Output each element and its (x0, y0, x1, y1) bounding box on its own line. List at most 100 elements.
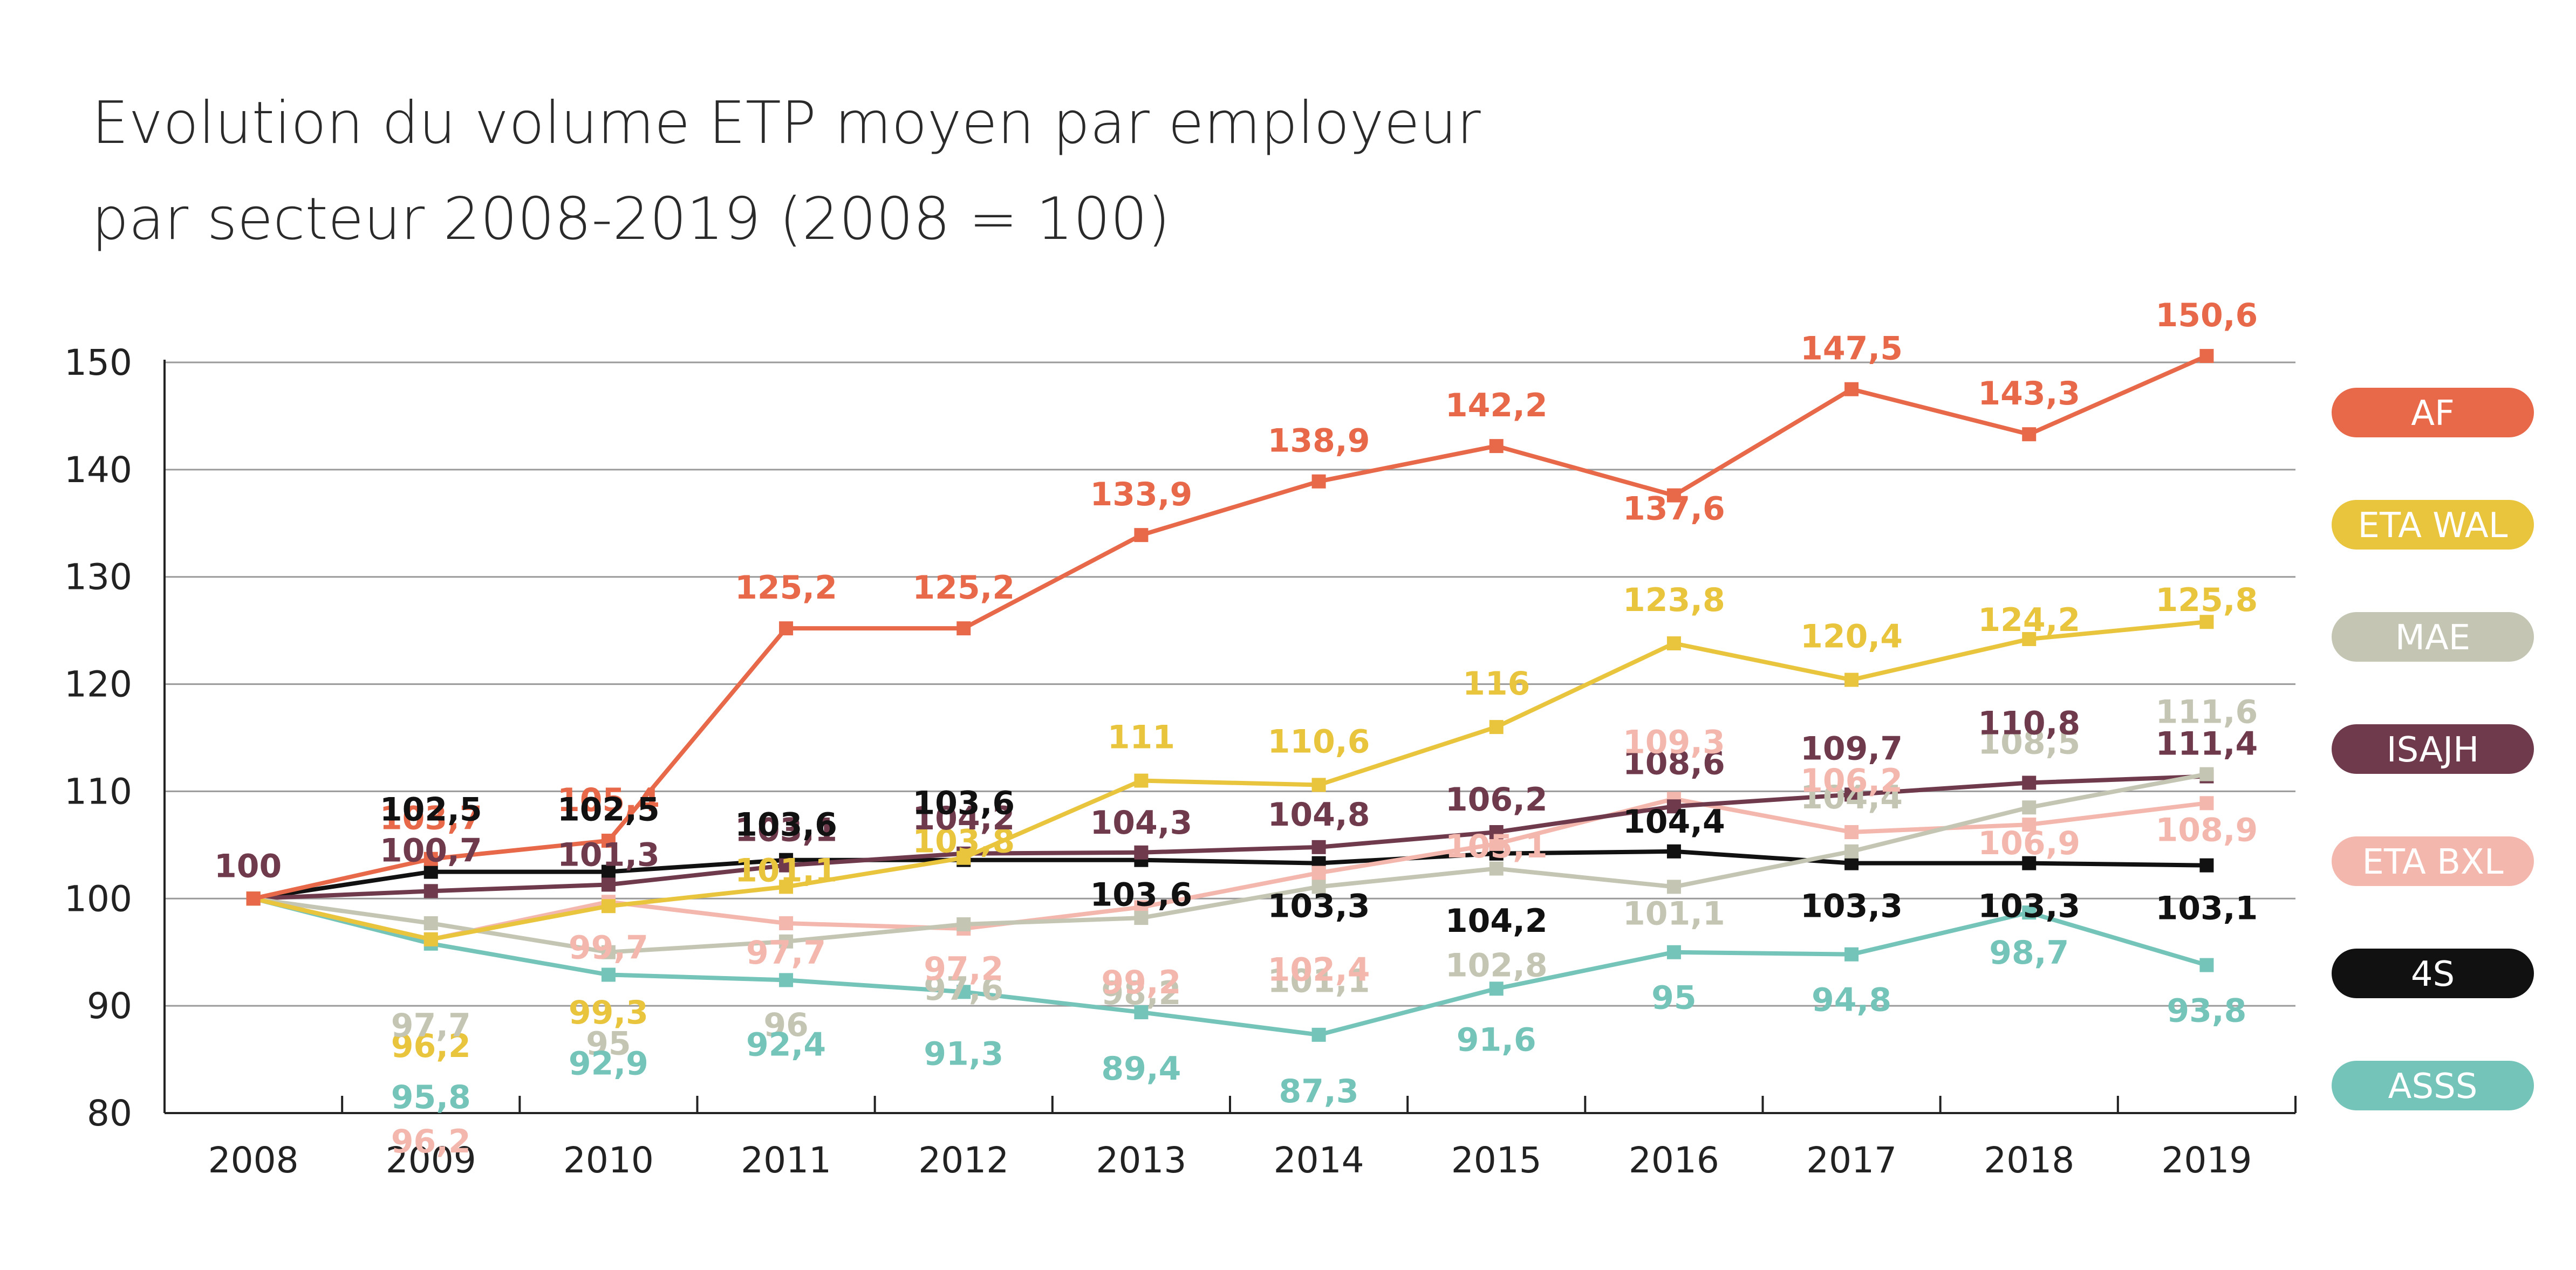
data-label: 100,7 (380, 832, 482, 869)
data-label: 95 (586, 1025, 631, 1063)
data-point (1489, 861, 1504, 876)
data-label: 94,8 (1812, 981, 1891, 1019)
y-tick-label: 100 (64, 878, 132, 919)
axes: 80 90 100 110 120 130 140 150 2008 2009 2010 2011 20… (64, 342, 2297, 1181)
data-label: 97,2 (924, 950, 1003, 988)
legend-label: 4S (2411, 955, 2455, 994)
data-label: 109,7 (1800, 730, 1903, 767)
start-label: 100 (214, 847, 282, 885)
data-label: 138,9 (1268, 422, 1370, 460)
data-label: 123,8 (1623, 581, 1725, 619)
data-label: 106,2 (1445, 781, 1548, 819)
data-label: 108,6 (1623, 744, 1725, 782)
data-point (1311, 840, 1326, 854)
legend-label: ETA WAL (2358, 506, 2508, 546)
data-point (601, 833, 616, 848)
data-point (2022, 905, 2037, 920)
data-point (1489, 836, 1504, 851)
data-point (1666, 945, 1681, 959)
data-label: 95 (1651, 979, 1697, 1017)
data-point (601, 864, 616, 879)
data-label: 103,6 (912, 785, 1015, 822)
data-point (1134, 845, 1149, 860)
data-label: 87,3 (1279, 1073, 1359, 1110)
data-label: 105,4 (557, 781, 660, 819)
data-label: 104,2 (912, 800, 1015, 837)
data-label: 103,7 (380, 800, 482, 837)
data-point (601, 967, 616, 982)
data-point (1666, 880, 1681, 894)
x-tick-label-2009: 2009 (386, 1139, 476, 1181)
data-label: 133,9 (1090, 476, 1193, 513)
legend-label: ISAJH (2387, 730, 2479, 770)
data-label: 102,8 (1445, 947, 1548, 985)
data-point (2022, 818, 2037, 832)
data-point (779, 916, 794, 931)
data-point (1844, 947, 1859, 962)
data-point (956, 917, 971, 932)
legend-swatch (2332, 1061, 2534, 1110)
x-tick-label-2011: 2011 (741, 1139, 831, 1181)
x-tick-label-2010: 2010 (563, 1139, 654, 1181)
data-point (779, 858, 794, 873)
chart-title-block: Evolution du volume ETP moyen par employ… (92, 75, 1710, 267)
data-point (2022, 856, 2037, 870)
y-tick-label: 110 (64, 771, 132, 812)
data-label: 104,4 (1623, 803, 1725, 841)
data-label: 111 (1108, 719, 1175, 757)
data-label: 143,3 (1978, 375, 2080, 413)
data-point (1666, 799, 1681, 814)
legend-label: AF (2411, 394, 2455, 434)
data-point (779, 973, 794, 987)
legend-item-eta-bxl: ETA BXL (2332, 836, 2534, 886)
data-point (423, 864, 438, 879)
data-label: 104,8 (1268, 796, 1370, 834)
data-point (956, 985, 971, 999)
data-point (1311, 880, 1326, 894)
data-label: 92,4 (746, 1026, 826, 1063)
data-point (601, 877, 616, 892)
y-tick-label: 130 (64, 557, 132, 598)
data-label: 103,3 (1268, 888, 1370, 925)
x-tick-label-2017: 2017 (1806, 1139, 1897, 1181)
series-line-4s (252, 849, 2207, 901)
series-line-mae (253, 772, 2208, 955)
data-label: 106,9 (1978, 825, 2080, 862)
data-label: 89,4 (1101, 1050, 1181, 1088)
y-tick-label: 120 (64, 664, 132, 705)
data-point (601, 899, 616, 914)
data-label: 147,5 (1800, 330, 1903, 368)
data-point (2199, 767, 2214, 781)
data-label: 99,7 (569, 929, 648, 966)
data-label: 95,8 (391, 1079, 471, 1116)
data-point (1489, 981, 1504, 996)
x-tick-label-2019: 2019 (2161, 1139, 2252, 1181)
data-point (2199, 349, 2214, 363)
data-point (1489, 825, 1504, 839)
data-label: 102,5 (380, 791, 482, 829)
data-label: 101,1 (735, 852, 837, 889)
series-line-asss (252, 896, 2208, 1037)
series-line-eta-bxl (252, 797, 2207, 942)
legend-item-isajh: ISAJH (2332, 724, 2534, 774)
data-label: 104,3 (1090, 804, 1193, 842)
data-point (423, 932, 438, 946)
data-point (956, 850, 971, 865)
data-label: 103,3 (1800, 888, 1903, 925)
data-point (1844, 856, 1859, 870)
data-label: 125,2 (735, 569, 837, 607)
legend-swatch (2332, 500, 2534, 550)
data-label: 105,1 (1445, 828, 1548, 866)
legend-item-af: AF (2332, 388, 2534, 437)
data-point (246, 891, 261, 906)
data-point (1134, 528, 1149, 543)
data-label: 110,8 (1978, 705, 2080, 743)
data-label: 93,8 (2167, 992, 2246, 1030)
series-lines (246, 349, 2214, 1042)
data-point (956, 621, 971, 636)
series-line-isajh (253, 774, 2207, 901)
data-label: 110,6 (1268, 723, 1370, 760)
data-label: 99,2 (1101, 964, 1181, 1001)
data-labels: 103,7 105,4 125,2 125,2 133,9 138,9 142,2 137,6… (214, 297, 2258, 1161)
